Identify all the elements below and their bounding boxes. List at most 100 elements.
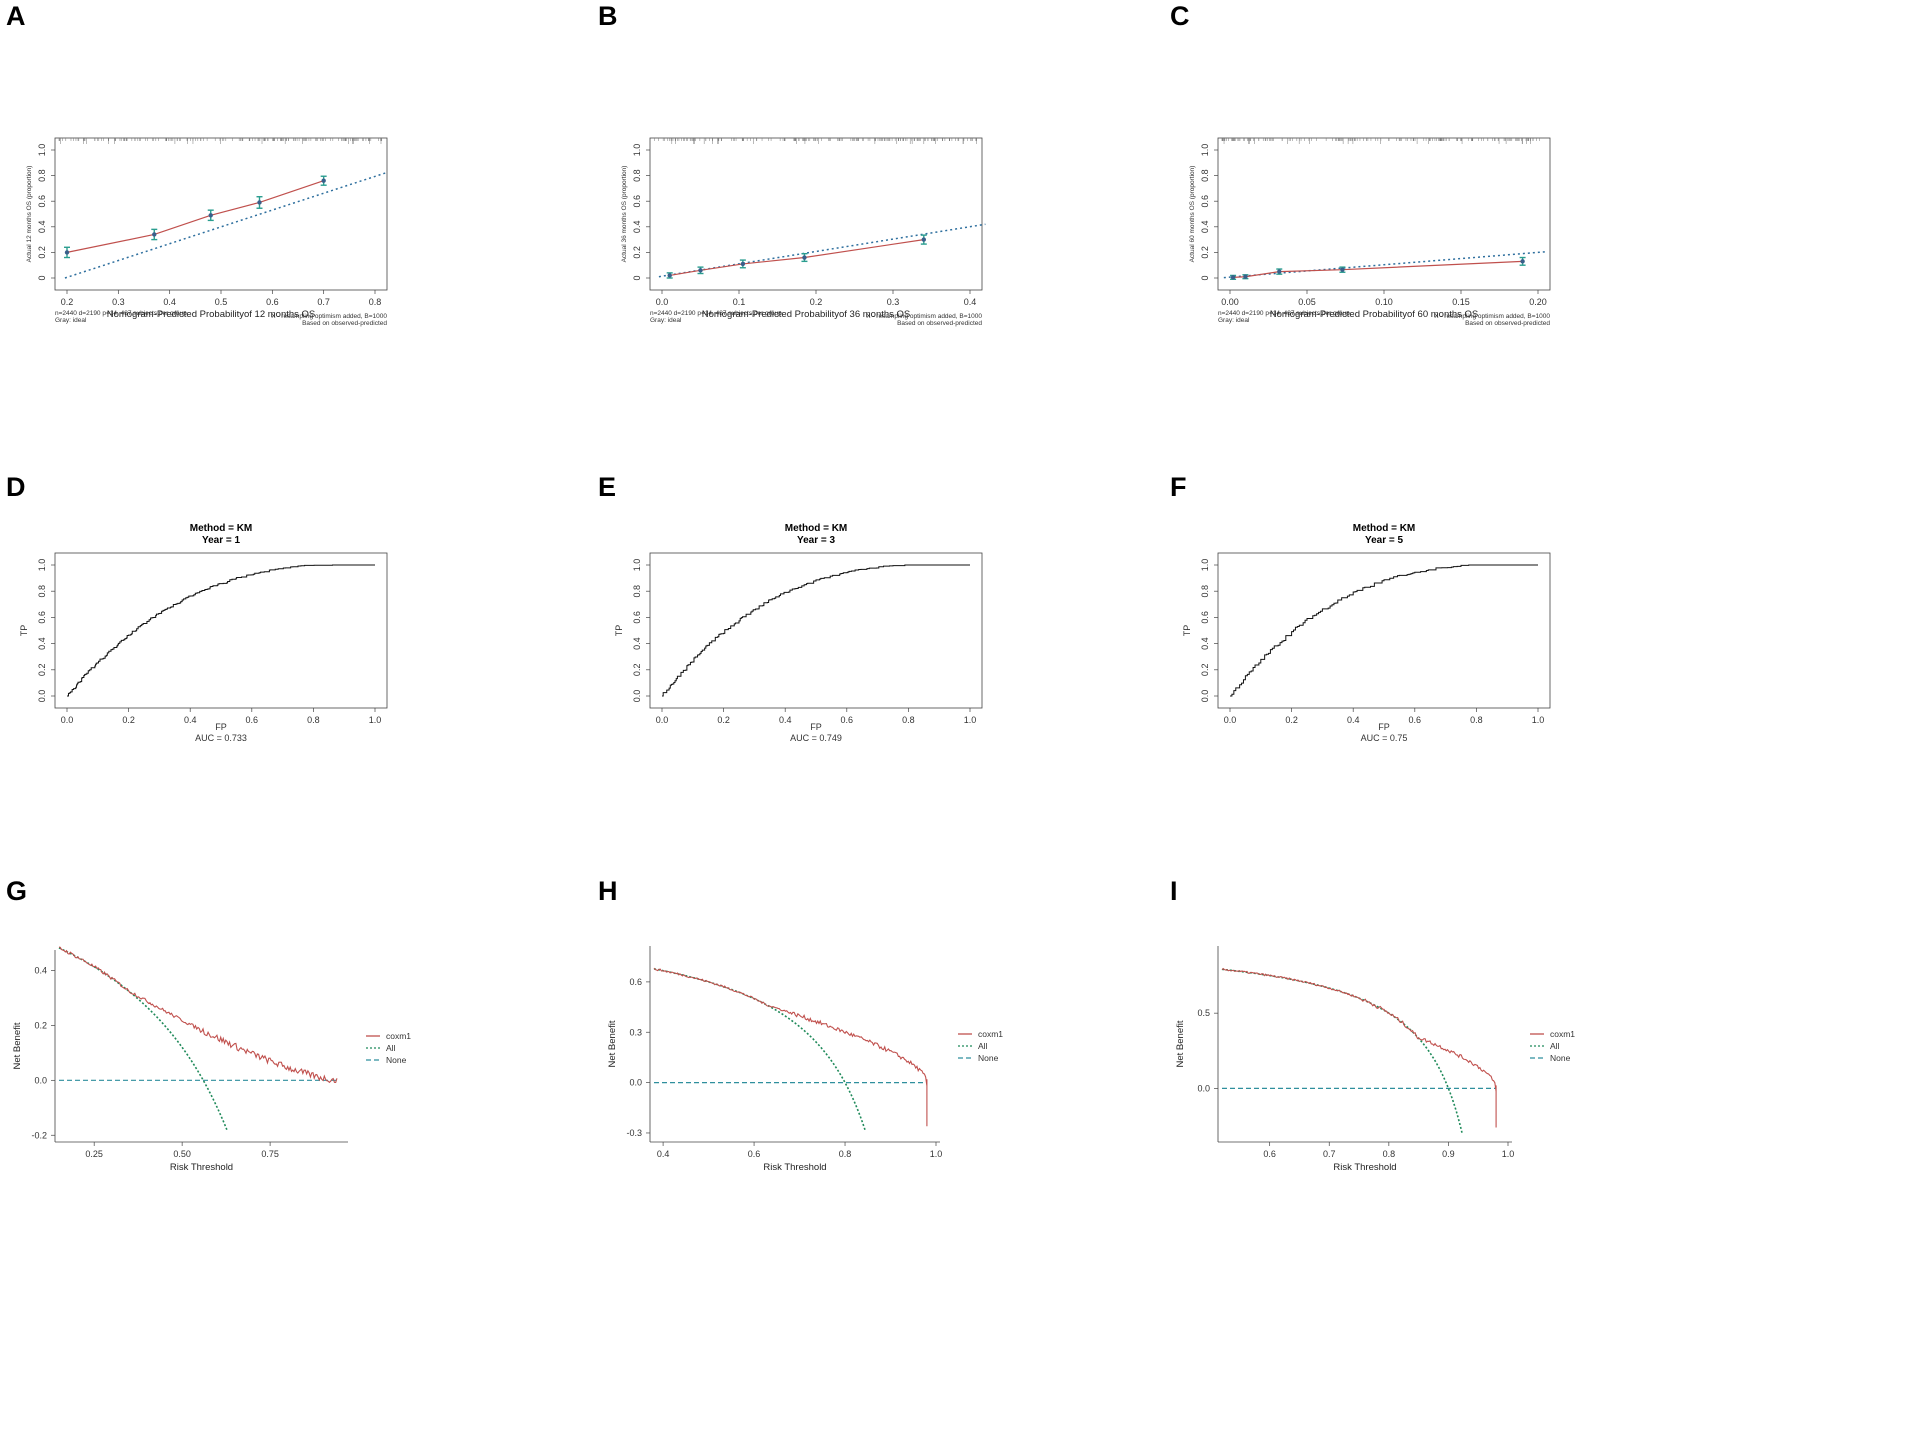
y-tick-label: 0.0 — [34, 1075, 47, 1085]
x-tick-label: 1.0 — [1502, 1149, 1515, 1159]
calibration-point — [1340, 267, 1345, 272]
y-tick-label: 0.2 — [1200, 246, 1210, 259]
x-tick-label: 0.8 — [307, 715, 320, 725]
y-tick-label: 1.0 — [632, 144, 642, 157]
x-tick-label: 0.4 — [184, 715, 197, 725]
y-axis-label: Net Benefit — [1175, 1020, 1186, 1067]
note-gray-ideal: Gray: ideal — [650, 317, 682, 324]
note-gray-ideal: Gray: ideal — [1218, 317, 1250, 324]
x-tick-label: 0.5 — [215, 297, 228, 307]
x-tick-label: 0.50 — [173, 1149, 191, 1159]
x-tick-label: 0.9 — [1442, 1149, 1455, 1159]
legend-label: All — [978, 1041, 988, 1051]
calibration-line — [669, 239, 924, 277]
y-axis-label: TP — [614, 625, 624, 637]
x-tick-label: 0.6 — [266, 297, 279, 307]
panel-letter: F — [1170, 472, 1187, 502]
y-tick-label: 0.8 — [1200, 585, 1210, 598]
legend-label: None — [1550, 1053, 1571, 1063]
calibration-point — [321, 178, 326, 183]
ideal-line — [64, 172, 386, 279]
y-tick-label: 1.0 — [1200, 144, 1210, 157]
x-tick-label: 0.00 — [1221, 297, 1239, 307]
x-axis-label: FP — [1378, 722, 1390, 732]
x-axis-label: Nomogram-Predicted Probabilityof 36 mont… — [702, 309, 911, 320]
x-tick-label: 0.8 — [369, 297, 382, 307]
legend-label: None — [978, 1053, 999, 1063]
x-tick-label: 0.75 — [261, 1149, 279, 1159]
y-tick-label: 0.8 — [37, 585, 47, 598]
plot-frame — [54, 137, 388, 291]
x-tick-label: 0.7 — [1323, 1149, 1336, 1159]
model-curve — [58, 946, 338, 1084]
roc-title-method: Method = KM — [1353, 523, 1416, 534]
panel-letter: I — [1170, 876, 1178, 906]
legend-label: All — [1550, 1041, 1560, 1051]
panel-b: B 0.0 0.1 0.2 0.3 0.4 0 0.2 0.4 0.6 0.8 1.0 Actual 3… — [598, 1, 986, 327]
y-tick-label: 0.6 — [632, 195, 642, 208]
model-curve — [1221, 967, 1497, 1128]
x-axis-label: FP — [215, 722, 227, 732]
x-tick-label: 0.2 — [810, 297, 823, 307]
x-axis-label: Nomogram-Predicted Probabilityof 60 mont… — [1270, 309, 1479, 320]
y-tick-label: 0 — [37, 275, 47, 280]
panel-i: I 0.6 0.7 0.8 0.9 1.0 0.0 0.5 Risk Threshold Net … — [1170, 876, 1575, 1173]
y-tick-label: 0.3 — [629, 1027, 642, 1037]
y-tick-label: 0.2 — [34, 1020, 47, 1030]
y-tick-label: 0.8 — [632, 585, 642, 598]
y-tick-label: 0.0 — [629, 1078, 642, 1088]
x-tick-label: 0.3 — [887, 297, 900, 307]
roc-title-year: Year = 5 — [1365, 535, 1404, 546]
calibration-point — [64, 250, 70, 255]
x-axis-label: Risk Threshold — [170, 1162, 233, 1173]
x-tick-label: 0.6 — [748, 1149, 761, 1159]
x-tick-label: 1.0 — [964, 715, 977, 725]
calibration-point — [152, 232, 157, 237]
y-tick-label: 0.6 — [37, 611, 47, 624]
y-tick-label: 0.6 — [1200, 611, 1210, 624]
x-tick-label: 0.6 — [841, 715, 854, 725]
y-tick-label: 0.6 — [632, 611, 642, 624]
x-tick-label: 0.8 — [1383, 1149, 1396, 1159]
y-tick-label: 1.0 — [1200, 559, 1210, 572]
y-tick-label: 0.2 — [1200, 664, 1210, 677]
x-tick-label: 0.4 — [1347, 715, 1360, 725]
x-tick-label: 0.10 — [1375, 297, 1393, 307]
panel-letter: D — [6, 472, 26, 502]
y-tick-label: 0.0 — [1200, 690, 1210, 703]
y-tick-label: 0.4 — [34, 965, 47, 975]
y-tick-label: 0.6 — [629, 977, 642, 987]
x-tick-label: 0.2 — [717, 715, 730, 725]
note-subjects: n=2440 d=2190 p=14, 487 subjects per gro… — [55, 310, 187, 317]
y-tick-label: 0.4 — [1200, 637, 1210, 650]
x-tick-label: 0.4 — [657, 1149, 670, 1159]
all-curve — [653, 968, 867, 1132]
note-observed: Based on observed-predicted — [897, 320, 982, 327]
x-tick-label: 0.8 — [839, 1149, 852, 1159]
note-resampling: X - resampling optimism added, B=1000 — [866, 313, 982, 320]
x-tick-label: 0.6 — [1263, 1149, 1276, 1159]
y-tick-label: 0.5 — [1197, 1008, 1210, 1018]
y-axis-label: Net Benefit — [12, 1022, 23, 1069]
calibration-line — [66, 180, 324, 253]
note-resampling: X - resampling optimism added, B=1000 — [271, 313, 387, 320]
panel-letter: H — [598, 876, 618, 906]
legend-label: coxm1 — [1550, 1029, 1575, 1039]
calibration-point — [208, 213, 213, 218]
plot-frame — [54, 552, 388, 709]
panel-letter: B — [598, 1, 618, 31]
y-tick-label: 0.2 — [37, 664, 47, 677]
calibration-point — [257, 200, 262, 205]
model-curve — [653, 967, 928, 1127]
note-subjects: n=2440 d=2190 p=14, 487 subjects per gro… — [650, 310, 782, 317]
note-resampling: X - resampling optimism added, B=1000 — [1434, 313, 1550, 320]
x-tick-label: 0.8 — [902, 715, 915, 725]
y-axis-label: Net Benefit — [607, 1020, 618, 1067]
calibration-point — [802, 255, 807, 260]
panel-g: G 0.25 0.50 0.75 -0.2 0.0 0.2 0.4 Risk Threshold… — [6, 876, 411, 1173]
note-observed: Based on observed-predicted — [302, 320, 387, 327]
